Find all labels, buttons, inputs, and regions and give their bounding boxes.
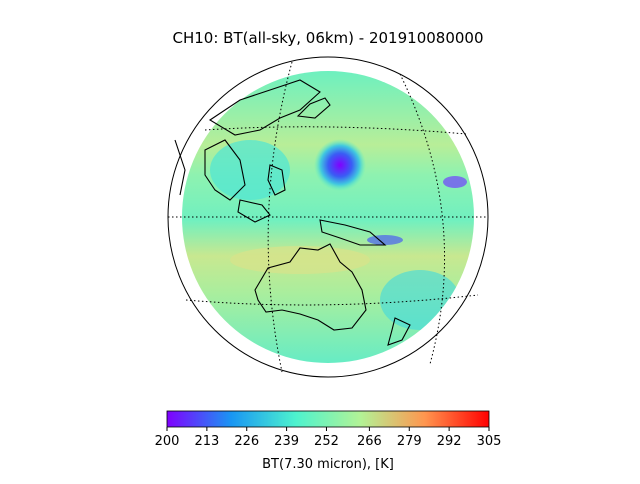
tick-label: 239 [274,434,299,449]
tick-label: 226 [234,434,259,449]
tick-label: 279 [397,434,422,449]
colorbar-label: BT(7.30 micron), [K] [262,457,394,472]
colorbar-gradient [166,410,490,428]
tick-label: 292 [437,434,462,449]
globe [167,56,489,378]
tick-label: 200 [155,434,180,449]
tick-label: 266 [357,434,382,449]
tick-label: 213 [194,434,219,449]
title: CH10: BT(all-sky, 06km) - 201910080000 [173,29,484,47]
tick-label: 252 [314,434,339,449]
colorbar [166,410,490,428]
tick-label: 305 [477,434,502,449]
